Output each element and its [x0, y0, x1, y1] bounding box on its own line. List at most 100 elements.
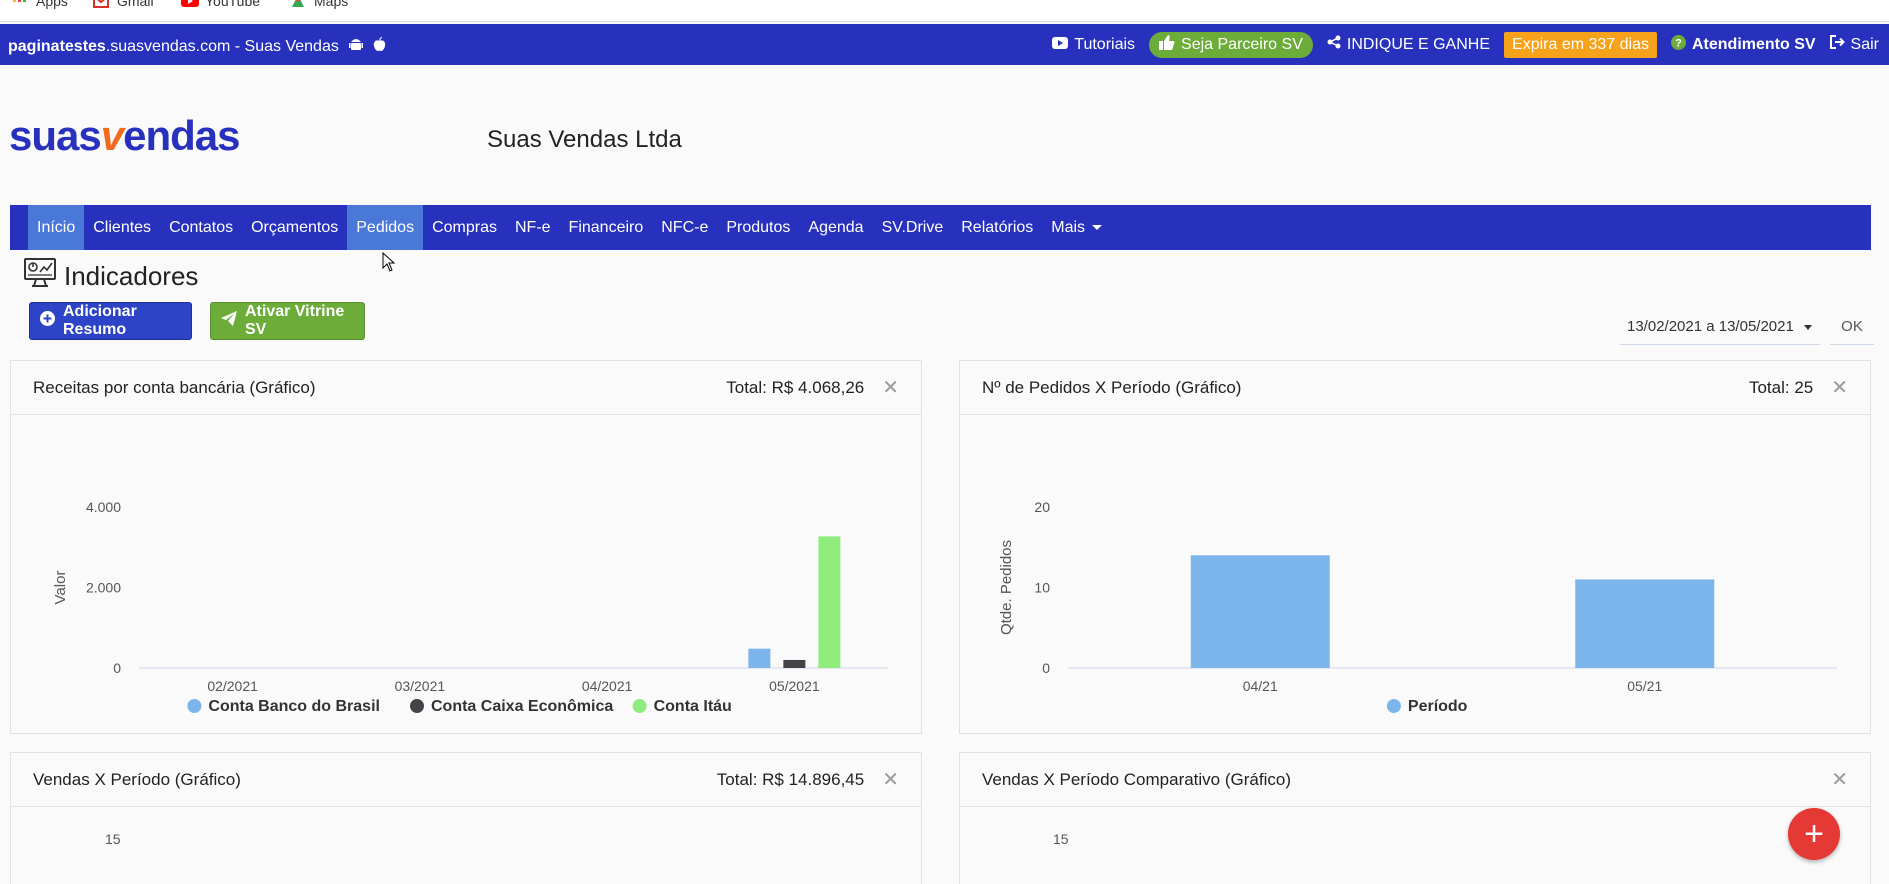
legend-marker	[1386, 699, 1401, 713]
card-title: Nº de Pedidos X Período (Gráfico)	[982, 377, 1242, 397]
x-tick-label: 05/21	[1627, 678, 1662, 694]
legend-label: Conta Itáu	[654, 698, 732, 715]
card-pedidos: Nº de Pedidos X Período (Gráfico) Total:…	[959, 360, 1871, 734]
maps-icon	[290, 0, 306, 9]
mouse-pointer-icon	[382, 251, 396, 277]
pedidos-chart: 0 10 20 Qtde. Pedidos 04/21 05/21 Período	[998, 499, 1837, 715]
y-tick-label: 2.000	[86, 580, 121, 596]
gmail-icon	[93, 0, 109, 9]
atendimento-link[interactable]: ? Atendimento SV	[1670, 34, 1816, 55]
bookmark-apps[interactable]: Apps	[12, 0, 68, 9]
ativar-vitrine-button[interactable]: Ativar Vitrine SV	[210, 302, 365, 340]
legend-marker	[187, 699, 202, 713]
ok-button[interactable]: OK	[1830, 318, 1874, 345]
page-title: Indicadores	[24, 258, 198, 295]
sign-out-icon	[1829, 35, 1845, 54]
y-tick-label: 4.000	[86, 499, 121, 515]
main-nav: Início Clientes Contatos Orçamentos Pedi…	[10, 205, 1871, 250]
close-icon[interactable]: ✕	[882, 769, 899, 791]
close-icon[interactable]: ✕	[1831, 769, 1848, 791]
nav-agenda[interactable]: Agenda	[808, 218, 864, 236]
youtube-icon	[181, 0, 199, 9]
bookmark-youtube[interactable]: YouTube	[181, 0, 260, 9]
close-icon[interactable]: ✕	[882, 377, 899, 399]
card-comparativo: Vendas X Período Comparativo (Gráfico) ✕…	[959, 752, 1871, 884]
y-axis-label: Qtde. Pedidos	[998, 540, 1015, 635]
legend-label: Conta Banco do Brasil	[208, 698, 380, 715]
adicionar-resumo-button[interactable]: Adicionar Resumo	[29, 302, 192, 340]
nav-nfe[interactable]: NF-e	[514, 218, 551, 236]
expira-badge[interactable]: Expira em 337 dias	[1504, 31, 1657, 58]
y-axis-label: Valor	[52, 571, 69, 605]
card-total: Total: 25	[1748, 377, 1814, 397]
legend-marker	[632, 699, 647, 713]
bookmark-maps[interactable]: Maps	[290, 0, 348, 9]
card-receitas: Receitas por conta bancária (Gráfico) To…	[10, 360, 922, 734]
bookmarks-bar: Apps Gmail YouTube Maps	[0, 0, 1889, 22]
nav-nfce[interactable]: NFC-e	[661, 218, 709, 236]
card-vendas: Vendas X Período (Gráfico) Total: R$ 14.…	[10, 752, 922, 884]
card-header: Vendas X Período Comparativo (Gráfico) ✕	[960, 753, 1870, 807]
suasvendas-logo[interactable]: suasvendas	[9, 112, 240, 159]
seja-parceiro-button[interactable]: Seja Parceiro SV	[1149, 31, 1313, 58]
nav-relatorios[interactable]: Relatórios	[961, 218, 1034, 236]
dashboard-monitor-icon	[24, 258, 56, 295]
company-name: Suas Vendas Ltda	[487, 126, 682, 153]
top-bar-actions: Tutoriais Seja Parceiro SV INDIQUE E GAN…	[1052, 31, 1879, 58]
nav-svdrive[interactable]: SV.Drive	[881, 218, 944, 236]
x-tick-label: 02/2021	[207, 678, 258, 694]
x-tick-label: 03/2021	[395, 678, 446, 694]
share-icon	[1327, 35, 1341, 54]
chart-bar	[748, 648, 771, 668]
card-header: Nº de Pedidos X Período (Gráfico) Total:…	[960, 361, 1870, 415]
nav-financeiro[interactable]: Financeiro	[568, 218, 644, 236]
y-tick-label: 20	[1034, 499, 1050, 515]
indique-ganhe-link[interactable]: INDIQUE E GANHE	[1327, 35, 1490, 54]
card-header: Vendas X Período (Gráfico) Total: R$ 14.…	[11, 753, 921, 807]
receitas-chart: 0 2.000 4.000 Valor 02/2021 03/2021 04/2021 05/…	[52, 499, 888, 715]
chart-bar	[783, 659, 806, 668]
nav-mais[interactable]: Mais	[1042, 205, 1111, 250]
chart-bar	[1575, 579, 1715, 668]
tutoriais-link[interactable]: Tutoriais	[1052, 36, 1135, 54]
nav-inicio[interactable]: Início	[28, 205, 85, 250]
x-tick-label: 05/2021	[769, 678, 820, 694]
svg-text:?: ?	[1675, 37, 1682, 49]
plus-circle-icon	[40, 311, 55, 331]
apple-icon[interactable]	[373, 36, 386, 57]
legend-label: Conta Caixa Econômica	[431, 698, 613, 715]
add-fab-button[interactable]: +	[1788, 808, 1840, 860]
card-title: Vendas X Período (Gráfico)	[33, 769, 241, 789]
date-range-dropdown[interactable]: 13/02/2021 a 13/05/2021	[1620, 318, 1820, 345]
nav-pedidos[interactable]: Pedidos	[347, 205, 424, 250]
x-tick-label: 04/21	[1243, 678, 1278, 694]
paper-plane-icon	[221, 311, 237, 331]
apps-grid-icon	[12, 0, 28, 9]
x-tick-label: 04/2021	[582, 678, 633, 694]
top-bar: paginatestes.suasvendas.com - Suas Venda…	[0, 24, 1889, 65]
bookmark-gmail[interactable]: Gmail	[93, 0, 154, 9]
android-icon[interactable]	[348, 36, 363, 57]
nav-contatos[interactable]: Contatos	[169, 218, 234, 236]
chart-bar	[1190, 555, 1330, 668]
card-title: Receitas por conta bancária (Gráfico)	[33, 377, 316, 397]
card-title: Vendas X Período Comparativo (Gráfico)	[982, 769, 1291, 789]
sair-link[interactable]: Sair	[1829, 35, 1879, 54]
nav-produtos[interactable]: Produtos	[726, 218, 791, 236]
caret-down-icon	[1092, 225, 1103, 230]
nav-orcamentos[interactable]: Orçamentos	[251, 218, 339, 236]
legend-label: Período	[1408, 698, 1468, 715]
chart-bar	[818, 536, 841, 668]
thumbs-up-icon	[1159, 34, 1175, 55]
y-tick-label: 15	[1053, 831, 1069, 847]
card-total: Total: R$ 14.896,45	[716, 769, 865, 789]
legend-marker	[410, 699, 424, 713]
youtube-play-icon	[1052, 36, 1069, 54]
nav-clientes[interactable]: Clientes	[93, 218, 152, 236]
y-tick-label: 15	[105, 831, 121, 847]
close-icon[interactable]: ✕	[1831, 377, 1848, 399]
card-total: Total: R$ 4.068,26	[726, 377, 865, 397]
nav-compras[interactable]: Compras	[432, 218, 497, 236]
y-tick-label: 0	[1042, 660, 1050, 676]
help-circle-icon: ?	[1670, 34, 1686, 55]
